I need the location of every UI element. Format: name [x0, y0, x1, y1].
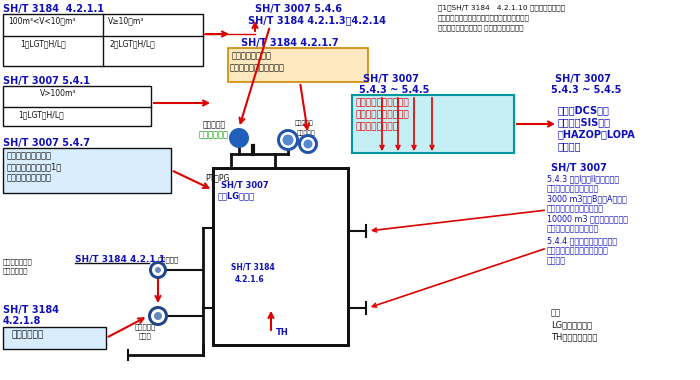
- Bar: [352, 95, 514, 153]
- Text: 用于密度计算: 用于密度计算: [12, 330, 44, 339]
- Circle shape: [148, 306, 168, 326]
- Bar: [3, 148, 171, 193]
- Bar: [213, 168, 348, 345]
- Text: 5.4.4 装置原料储罐宜设低低: 5.4.4 装置原料储罐宜设低低: [547, 236, 617, 245]
- Text: 由HAZOP和LOPA: 由HAZOP和LOPA: [558, 129, 636, 139]
- Text: 没有LG的要求: 没有LG的要求: [218, 191, 255, 200]
- Text: 可能是DCS联锁: 可能是DCS联锁: [558, 105, 610, 115]
- Text: 置宜采用连续测量仪表: 置宜采用连续测量仪表: [356, 110, 410, 119]
- Text: 储罐测量系统: 储罐测量系统: [3, 267, 29, 274]
- Text: 1套LGT（H/L）: 1套LGT（H/L）: [18, 110, 64, 119]
- Text: 液位报警，低低液位报警宜联: 液位报警，低低液位报警宜联: [547, 246, 609, 255]
- Circle shape: [283, 135, 293, 146]
- Circle shape: [154, 312, 162, 320]
- Text: 2套LGT（H/L）: 2套LGT（H/L）: [110, 39, 155, 48]
- Bar: [3, 327, 106, 349]
- Circle shape: [229, 128, 249, 148]
- Text: SH/T 3184 4.2.1.3、4.2.14: SH/T 3184 4.2.1.3、4.2.14: [248, 15, 386, 25]
- Circle shape: [152, 264, 164, 276]
- Text: SH/T 3184: SH/T 3184: [231, 263, 274, 272]
- Text: 液体储罐、容量大于或等于: 液体储罐、容量大于或等于: [547, 204, 604, 213]
- Text: SH/T 3007 5.4.1: SH/T 3007 5.4.1: [3, 76, 90, 86]
- Bar: [3, 14, 203, 66]
- Text: 标准通信信号去: 标准通信信号去: [3, 258, 33, 264]
- Text: 雷达液位计: 雷达液位计: [203, 120, 226, 129]
- Bar: [228, 48, 368, 82]
- Text: 分析确定: 分析确定: [558, 141, 582, 151]
- Text: 4.2.1.6: 4.2.1.6: [235, 275, 265, 284]
- Text: SH/T 3184: SH/T 3184: [3, 305, 59, 315]
- Text: 5.4.3 储存I级和II级毒性液体: 5.4.3 储存I级和II级毒性液体: [547, 174, 619, 183]
- Bar: [213, 243, 348, 345]
- Text: SH/T 3007: SH/T 3007: [555, 74, 611, 84]
- Text: V>100m³: V>100m³: [40, 89, 76, 98]
- Text: 100m³<V<10万m³: 100m³<V<10万m³: [8, 16, 76, 25]
- Text: 多点温度计: 多点温度计: [295, 120, 314, 126]
- Circle shape: [301, 137, 315, 151]
- Bar: [3, 86, 151, 126]
- Text: 低压、压力储罐设置: 低压、压力储罐设置: [7, 151, 52, 160]
- Text: 4.2.1.8: 4.2.1.8: [3, 316, 41, 326]
- Circle shape: [280, 132, 296, 148]
- Text: 介质含水并分层时: 介质含水并分层时: [232, 51, 272, 60]
- Text: 1套LGT（H/L）: 1套LGT（H/L）: [20, 39, 66, 48]
- Text: TH: TH: [276, 328, 288, 337]
- Text: 也可能是SIS联锁: 也可能是SIS联锁: [558, 117, 611, 127]
- Text: 压力或差压: 压力或差压: [135, 323, 156, 329]
- Text: 也可采用液位开关: 也可采用液位开关: [356, 122, 399, 131]
- Text: 锁停泵。: 锁停泵。: [547, 256, 566, 265]
- Text: LG：就地液位计: LG：就地液位计: [551, 320, 592, 329]
- Text: SH/T 3007 5.4.7: SH/T 3007 5.4.7: [3, 138, 90, 148]
- Text: SH/T 3007 5.4.6: SH/T 3007 5.4.6: [255, 4, 342, 14]
- Text: 5.4.3 ~ 5.4.5: 5.4.3 ~ 5.4.5: [551, 85, 622, 95]
- Text: 气等惰性气体密封的储罐，应在罐顶设置压力变: 气等惰性气体密封的储罐，应在罐顶设置压力变: [438, 14, 530, 21]
- Circle shape: [149, 261, 167, 279]
- Text: 联锁液位仪表应单独设: 联锁液位仪表应单独设: [356, 98, 410, 107]
- Text: 注1：SH/T 3184   4.2.1.10 低压储罐及需要氮: 注1：SH/T 3184 4.2.1.10 低压储罐及需要氮: [438, 4, 565, 11]
- Circle shape: [151, 309, 165, 323]
- Text: 应设置油水界位测量仪表: 应设置油水界位测量仪表: [230, 63, 285, 72]
- Text: 液位仪表举例: 液位仪表举例: [199, 130, 229, 139]
- Text: 变送器: 变送器: [139, 332, 152, 339]
- Text: 不得共用同一取源口: 不得共用同一取源口: [7, 173, 52, 182]
- Text: 油水界位仪: 油水界位仪: [297, 130, 316, 136]
- Text: SH/T 3007: SH/T 3007: [551, 163, 607, 173]
- Circle shape: [155, 267, 161, 273]
- Text: 送器测量压力，设置压 力表就地测量压力。: 送器测量压力，设置压 力表就地测量压力。: [438, 24, 524, 31]
- Text: 10000 m3 的其他液体储罐应: 10000 m3 的其他液体储罐应: [547, 214, 628, 223]
- Circle shape: [277, 129, 299, 151]
- Text: 常压储罐不设置（注1）: 常压储罐不设置（注1）: [7, 162, 62, 171]
- Text: 注，: 注，: [551, 308, 561, 317]
- Text: PT、PG: PT、PG: [205, 173, 230, 182]
- Text: V≥10万m³: V≥10万m³: [108, 16, 144, 25]
- Text: TH：双金属温度计: TH：双金属温度计: [551, 332, 597, 341]
- Text: SH/T 3184  4.2.1.1: SH/T 3184 4.2.1.1: [3, 4, 104, 14]
- Text: 3000 m3的甲B和乙A类可燃: 3000 m3的甲B和乙A类可燃: [547, 194, 626, 203]
- Text: 5.4.3 ~ 5.4.5: 5.4.3 ~ 5.4.5: [359, 85, 429, 95]
- Text: 设高高液位报警及联锁。: 设高高液位报警及联锁。: [547, 224, 599, 233]
- Text: SH/T 3007: SH/T 3007: [363, 74, 419, 84]
- Text: 的储罐、容量大于或等于: 的储罐、容量大于或等于: [547, 184, 599, 193]
- Circle shape: [304, 139, 312, 149]
- Text: SH/T 3184 4.2.1.1: SH/T 3184 4.2.1.1: [75, 255, 165, 264]
- Circle shape: [298, 134, 318, 154]
- Text: 罐旁指示仪: 罐旁指示仪: [158, 256, 179, 263]
- Bar: [213, 168, 348, 345]
- Text: SH/T 3007: SH/T 3007: [221, 180, 269, 189]
- Text: SH/T 3184 4.2.1.7: SH/T 3184 4.2.1.7: [241, 38, 339, 48]
